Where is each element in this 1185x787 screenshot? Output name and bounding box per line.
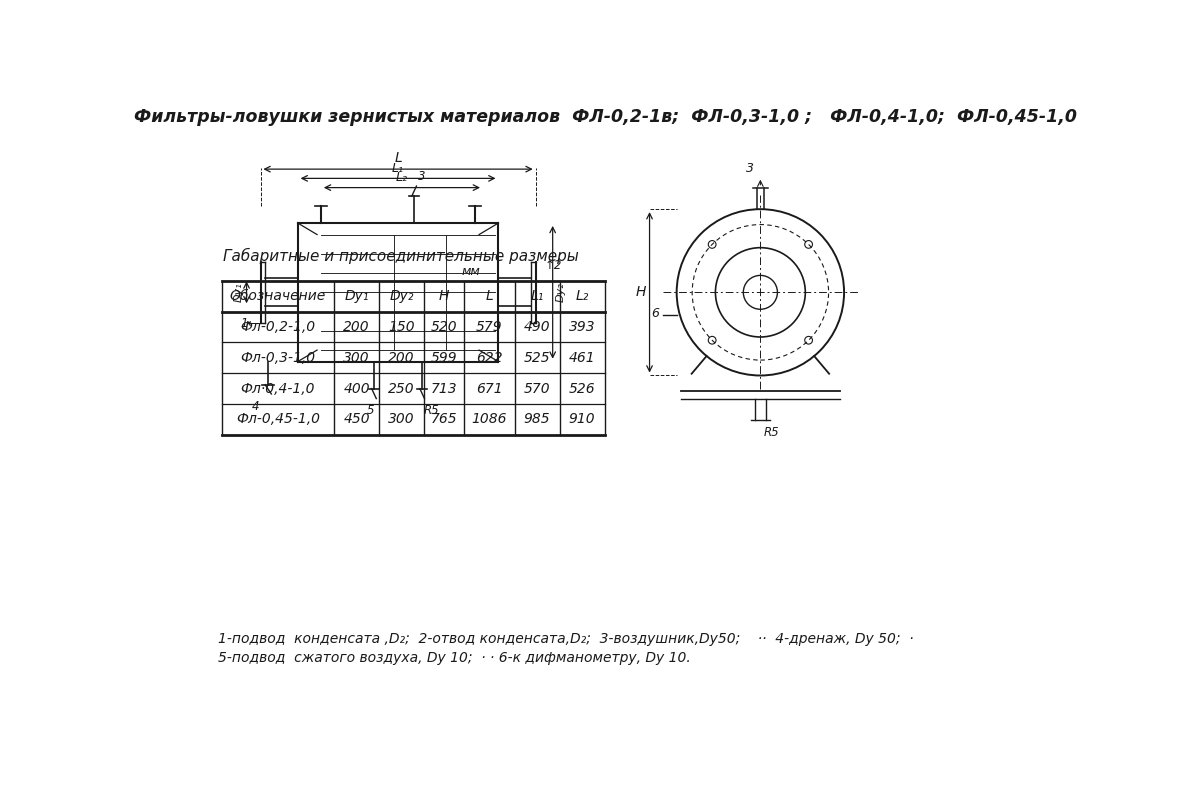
Text: L₁: L₁	[531, 289, 544, 303]
Text: 713: 713	[431, 382, 457, 396]
Text: L: L	[486, 289, 493, 303]
Text: Фл-0,3-1,0: Фл-0,3-1,0	[241, 351, 315, 365]
Text: 400: 400	[344, 382, 370, 396]
Text: 671: 671	[476, 382, 502, 396]
Text: ↑2: ↑2	[545, 259, 563, 272]
Text: R5: R5	[763, 426, 779, 438]
Text: 910: 910	[569, 412, 595, 427]
Text: 5: 5	[367, 404, 374, 417]
Text: 6: 6	[652, 308, 660, 320]
Text: L₁: L₁	[392, 161, 404, 175]
Text: Фл-0,2-1,0: Фл-0,2-1,0	[241, 320, 315, 334]
Text: 5-подвод  сжатого воздуха, Dy 10;  · · 6-к дифманометру, Dy 10.: 5-подвод сжатого воздуха, Dy 10; · · 6-к…	[218, 651, 691, 665]
Text: 570: 570	[524, 382, 551, 396]
Text: мм: мм	[462, 265, 481, 278]
Text: Фл·0,4-1,0: Фл·0,4-1,0	[241, 382, 315, 396]
Text: H: H	[635, 286, 646, 299]
Text: 525: 525	[524, 351, 551, 365]
Text: 765: 765	[431, 412, 457, 427]
Text: Фл-0,45-1,0: Фл-0,45-1,0	[236, 412, 320, 427]
Text: H: H	[438, 289, 449, 303]
Text: 622: 622	[476, 351, 502, 365]
Text: 3: 3	[747, 161, 754, 175]
Text: 1←: 1←	[241, 317, 257, 330]
Text: 4: 4	[251, 400, 260, 413]
Text: Габаритные и присоединительные размеры: Габаритные и присоединительные размеры	[223, 248, 579, 264]
Text: Dy₁: Dy₁	[233, 283, 243, 302]
Text: 393: 393	[569, 320, 595, 334]
Text: Фильтры-ловушки зернистых материалов  ФЛ-0,2-1в;  ФЛ-0,3-1,0 ;   ФЛ-0,4-1,0;  ФЛ: Фильтры-ловушки зернистых материалов ФЛ-…	[134, 108, 1077, 126]
Text: L₂: L₂	[576, 289, 589, 303]
Text: 461: 461	[569, 351, 595, 365]
Text: R5: R5	[424, 404, 440, 417]
Text: 1086: 1086	[472, 412, 507, 427]
Text: Dy₁: Dy₁	[345, 289, 369, 303]
Text: 526: 526	[569, 382, 595, 396]
Text: 450: 450	[344, 412, 370, 427]
Text: 490: 490	[524, 320, 551, 334]
Text: 200: 200	[389, 351, 415, 365]
Text: 985: 985	[524, 412, 551, 427]
Text: L₂: L₂	[396, 171, 408, 183]
Text: 300: 300	[344, 351, 370, 365]
Text: 250: 250	[389, 382, 415, 396]
Text: 150: 150	[389, 320, 415, 334]
Text: 579: 579	[476, 320, 502, 334]
Text: 520: 520	[431, 320, 457, 334]
Text: 1-подвод  конденсата ,D₂;  2-отвод конденсата,D₂;  3-воздушник,Dy50;    ··  4-др: 1-подвод конденсата ,D₂; 2-отвод конденс…	[218, 632, 914, 646]
Text: Обозначение: Обозначение	[230, 289, 326, 303]
Text: 599: 599	[431, 351, 457, 365]
Text: L: L	[395, 150, 402, 164]
Text: 3: 3	[418, 170, 425, 183]
Text: Dy₂: Dy₂	[390, 289, 414, 303]
Text: Dy₂: Dy₂	[556, 283, 565, 302]
Text: 300: 300	[389, 412, 415, 427]
Text: 200: 200	[344, 320, 370, 334]
